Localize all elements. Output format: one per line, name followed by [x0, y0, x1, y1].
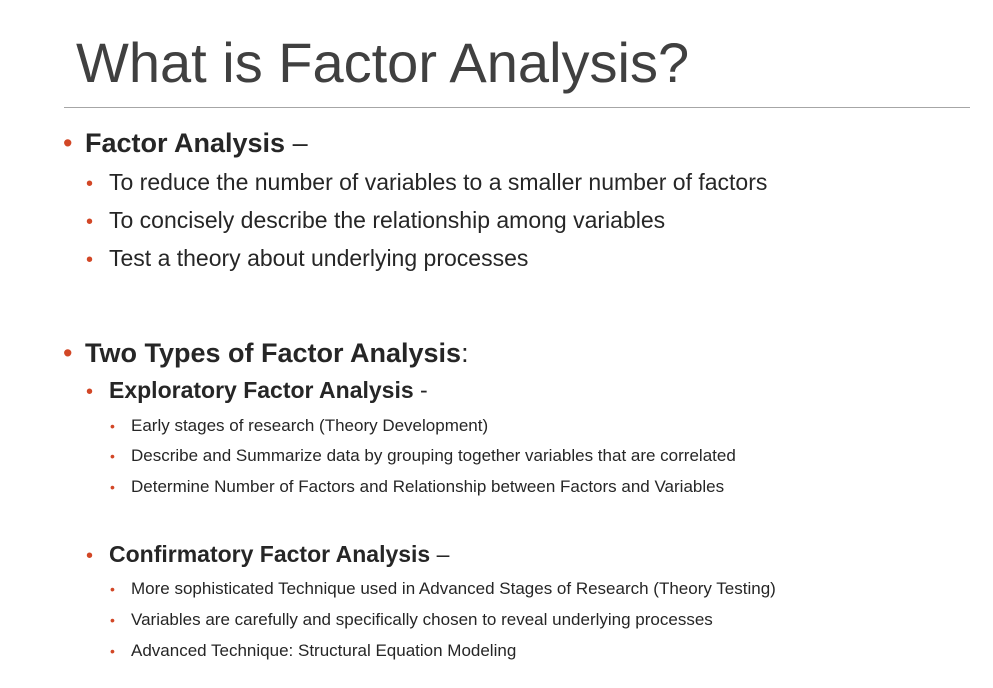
bullet-two-types: • Two Types of Factor Analysis: [63, 336, 469, 370]
bullet-dot-icon: • [86, 545, 94, 567]
bullet-item: • To reduce the number of variables to a … [86, 167, 767, 199]
bullet-dot-icon: • [110, 581, 115, 597]
bullet-subitem-text: Determine Number of Factors and Relation… [131, 477, 725, 496]
bullet-heading-suffix: – [285, 128, 308, 158]
bullet-heading-text: Two Types of Factor Analysis [85, 338, 462, 368]
bullet-subitem: • Early stages of research (Theory Develo… [110, 414, 488, 438]
bullet-dot-icon: • [86, 381, 94, 403]
bullet-subitem: • Describe and Summarize data by grouping… [110, 444, 736, 468]
bullet-dot-icon: • [110, 612, 115, 628]
bullet-item-text: To concisely describe the relationship a… [109, 207, 666, 233]
bullet-dot-icon: • [110, 418, 115, 434]
bullet-subheading-text: Confirmatory Factor Analysis [109, 541, 431, 567]
title-divider [64, 107, 970, 108]
bullet-subitem-text: More sophisticated Technique used in Adv… [131, 579, 776, 598]
bullet-dot-icon: • [110, 448, 115, 464]
bullet-dot-icon: • [63, 338, 73, 368]
bullet-factor-analysis: • Factor Analysis – [63, 126, 308, 160]
slide-title: What is Factor Analysis? [76, 31, 690, 94]
bullet-subitem-text: Advanced Technique: Structural Equation … [131, 641, 517, 660]
bullet-item-text: To reduce the number of variables to a s… [109, 169, 768, 195]
bullet-dot-icon: • [86, 173, 94, 195]
bullet-item-text: Test a theory about underlying processes [109, 245, 529, 271]
bullet-dot-icon: • [86, 211, 94, 233]
bullet-subitem-text: Variables are carefully and specifically… [131, 610, 713, 629]
bullet-heading-suffix: : [461, 338, 469, 368]
bullet-subheading-text: Exploratory Factor Analysis [109, 377, 414, 403]
bullet-subitem-text: Describe and Summarize data by grouping … [131, 446, 736, 465]
bullet-item: • Test a theory about underlying processe… [86, 243, 528, 275]
bullet-heading-text: Factor Analysis [85, 128, 286, 158]
bullet-dot-icon: • [110, 479, 115, 495]
bullet-subitem: • More sophisticated Technique used in Ad… [110, 577, 776, 601]
bullet-dot-icon: • [86, 249, 94, 271]
bullet-dot-icon: • [110, 643, 115, 659]
bullet-dot-icon: • [63, 128, 73, 158]
bullet-confirmatory: • Confirmatory Factor Analysis – [86, 539, 449, 571]
bullet-subheading-suffix: - [413, 377, 428, 403]
bullet-subitem: • Variables are carefully and specificall… [110, 608, 713, 632]
bullet-subheading-suffix: – [430, 541, 450, 567]
bullet-subitem: • Determine Number of Factors and Relatio… [110, 475, 724, 499]
bullet-subitem: • Advanced Technique: Structural Equation… [110, 639, 516, 663]
bullet-exploratory: • Exploratory Factor Analysis - [86, 375, 428, 407]
bullet-subitem-text: Early stages of research (Theory Develop… [131, 416, 489, 435]
bullet-item: • To concisely describe the relationship … [86, 205, 665, 237]
